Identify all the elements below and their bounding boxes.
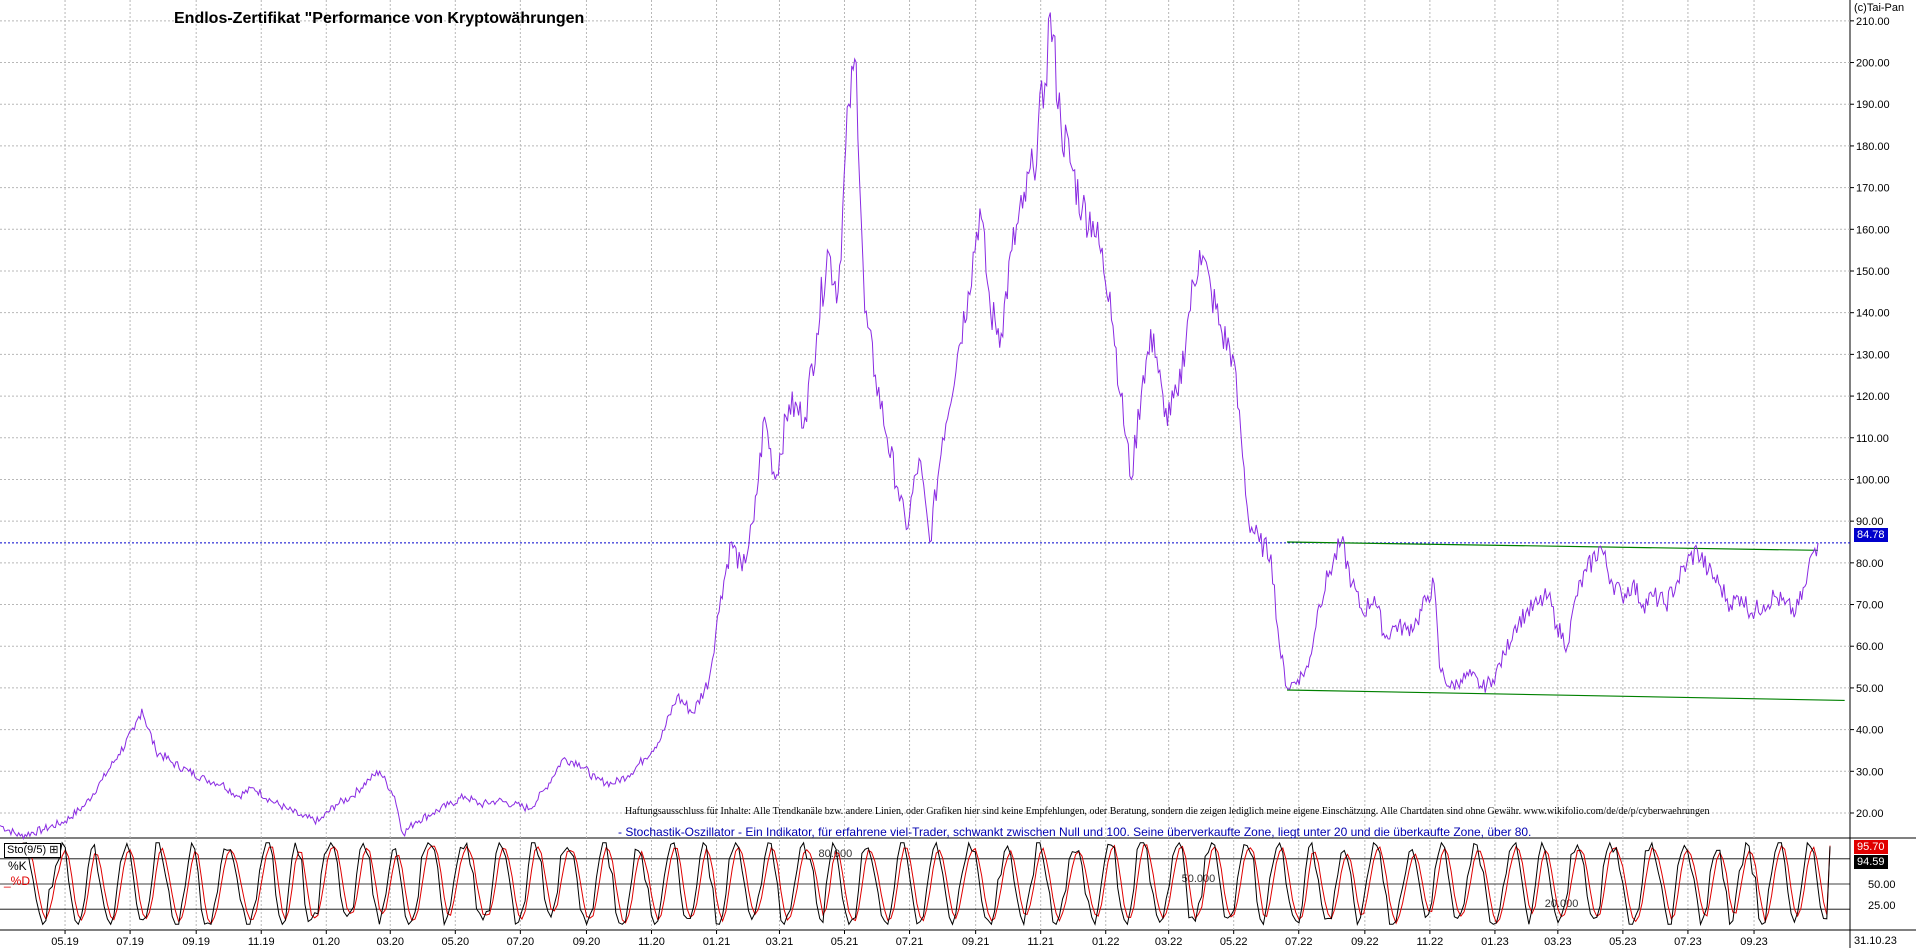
y-tick-label: 70.00: [1856, 600, 1884, 612]
stochastic-y-tick-label: 50.00: [1868, 879, 1896, 891]
x-tick-label: 01.21: [703, 936, 731, 948]
stochastic-d-line: [19, 842, 1831, 925]
y-tick-label: 90.00: [1856, 516, 1884, 528]
stochastic-k-line: [19, 841, 1831, 927]
y-tick-label: 120.00: [1856, 391, 1890, 403]
x-tick-label: 05.21: [831, 936, 859, 948]
x-tick-label: 11.22: [1417, 936, 1444, 948]
stochastic-level-label: 50.000: [1182, 873, 1216, 885]
x-tick-label: 11.20: [638, 936, 665, 948]
x-tick-label: 07.21: [896, 936, 924, 948]
x-tick-label: 03.21: [766, 936, 794, 948]
y-tick-label: 80.00: [1856, 558, 1884, 570]
stochastic-y-tick-label: 25.00: [1868, 900, 1896, 912]
y-tick-label: 60.00: [1856, 641, 1884, 653]
y-tick-label: 210.00: [1856, 16, 1890, 28]
x-tick-label: 01.22: [1092, 936, 1120, 948]
stochastic-d-value-badge: 95.70: [1854, 840, 1888, 854]
x-tick-label: 01.20: [313, 936, 341, 948]
y-tick-label: 40.00: [1856, 725, 1884, 737]
x-tick-label: 09.21: [962, 936, 990, 948]
expand-icon[interactable]: ⊞: [49, 844, 59, 856]
trendline: [1286, 689, 1845, 702]
y-tick-label: 110.00: [1856, 433, 1889, 445]
x-tick-label: 09.19: [182, 936, 210, 948]
x-tick-label: 07.20: [507, 936, 535, 948]
x-tick-label: 07.23: [1674, 936, 1702, 948]
x-tick-label: 03.23: [1544, 936, 1572, 948]
stochastic-label-text: Sto(9/5): [7, 844, 47, 856]
y-tick-label: 30.00: [1856, 766, 1884, 778]
y-tick-label: 20.00: [1856, 808, 1884, 820]
trendline: [1286, 541, 1819, 551]
x-tick-label: 09.20: [573, 936, 601, 948]
stochastic-k-value-badge: 94.59: [1854, 855, 1888, 869]
y-tick-label: 140.00: [1856, 308, 1890, 320]
chart-title: Endlos-Zertifikat "Performance von Krypt…: [174, 10, 585, 27]
x-tick-label: 05.22: [1220, 936, 1248, 948]
stochastic-description: - Stochastik-Oszillator - Ein Indikator,…: [618, 825, 1532, 839]
y-tick-label: 100.00: [1856, 474, 1890, 486]
x-tick-label: 03.20: [376, 936, 404, 948]
x-tick-label: 05.23: [1609, 936, 1637, 948]
x-tick-label: 11.19: [248, 936, 275, 948]
stochastic-indicator-label[interactable]: Sto(9/5) ⊞: [4, 843, 62, 858]
price-series-line: [0, 12, 1819, 841]
x-tick-label: 05.19: [51, 936, 79, 948]
last-date-label: 31.10.23: [1854, 935, 1897, 947]
y-tick-label: 200.00: [1856, 58, 1890, 70]
y-tick-label: 50.00: [1856, 683, 1884, 695]
y-tick-label: 190.00: [1856, 99, 1890, 111]
y-tick-label: 170.00: [1856, 183, 1890, 195]
x-tick-label: 09.23: [1740, 936, 1768, 948]
y-tick-label: 150.00: [1856, 266, 1890, 278]
y-tick-label: 130.00: [1856, 349, 1890, 361]
y-tick-label: 160.00: [1856, 224, 1890, 236]
current-price-badge: 84.78: [1854, 528, 1888, 542]
x-tick-label: 11.21: [1027, 936, 1054, 948]
stochastic-d-legend: _%D: [4, 874, 31, 888]
disclaimer-text: Haftungsausschluss für Inhalte: Alle Tre…: [625, 806, 1710, 817]
stochastic-k-legend: %K: [8, 859, 27, 873]
x-tick-label: 07.22: [1285, 936, 1313, 948]
y-tick-label: 180.00: [1856, 141, 1890, 153]
x-tick-label: 01.23: [1481, 936, 1509, 948]
stochastic-level-label: 20.000: [1545, 898, 1579, 910]
x-tick-label: 03.22: [1155, 936, 1183, 948]
copyright-label: (c)Tai-Pan: [1854, 2, 1905, 14]
x-tick-label: 05.20: [442, 936, 470, 948]
x-tick-label: 07.19: [116, 936, 144, 948]
x-tick-label: 09.22: [1351, 936, 1379, 948]
